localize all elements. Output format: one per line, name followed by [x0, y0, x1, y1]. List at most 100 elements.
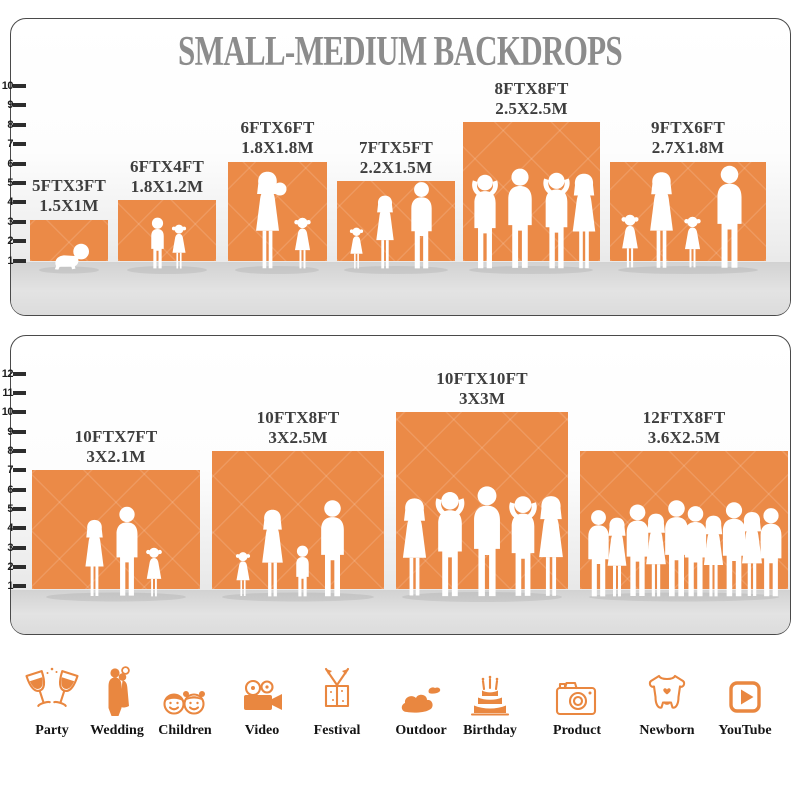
ruler-number: 7: [7, 138, 13, 150]
children-icon: [142, 662, 228, 720]
ruler-mark: 9: [0, 426, 26, 438]
ruler-tick: [13, 200, 26, 204]
people-silhouette: [618, 165, 758, 274]
ruler-number: 4: [7, 196, 13, 208]
video-icon: [219, 662, 305, 720]
ruler-tick: [13, 103, 26, 107]
ruler-tick: [13, 259, 26, 263]
category-children: Children: [142, 662, 228, 739]
ruler-tick: [13, 239, 26, 243]
ruler-number: 9: [7, 99, 13, 111]
ruler-tick: [13, 391, 26, 395]
ruler-mark: 3: [0, 216, 26, 228]
birthday-icon: [447, 662, 533, 720]
category-product: Product: [534, 662, 620, 739]
backdrop-10ftx10ft: 10FTX10FT 3X3M: [396, 369, 568, 602]
ruler-tick: [13, 430, 26, 434]
category-label: Outdoor: [395, 723, 447, 738]
ruler-tick: [13, 162, 26, 166]
festival-icon: [294, 662, 380, 720]
ruler-number: 2: [7, 561, 13, 573]
ruler-mark: 1: [0, 255, 26, 267]
ruler-tick: [13, 507, 26, 511]
people-silhouette: [222, 500, 374, 602]
bottom-panel-floor: [11, 590, 790, 634]
people-silhouette: [588, 500, 782, 602]
backdrop-12ftx8ft: 12FTX8FT 3.6X2.5M: [580, 408, 788, 602]
ruler-number: 7: [7, 464, 13, 476]
ruler-mark: 2: [0, 561, 26, 573]
ruler-mark: 1: [0, 580, 26, 592]
wedding-icon: [74, 662, 160, 720]
ruler-mark: 10: [0, 80, 26, 92]
ruler-mark: 12: [0, 368, 26, 380]
ruler-number: 2: [7, 235, 13, 247]
backdrop-9ftx6ft: 9FTX6FT 2.7X1.8M: [610, 118, 766, 274]
backdrop-5ftx3ft: 5FTX3FT 1.5X1M: [30, 176, 108, 273]
ruler-mark: 8: [0, 445, 26, 457]
ruler-mark: 9: [0, 99, 26, 111]
backdrop-7ftx5ft: 7FTX5FT 2.2X1.5M: [337, 138, 455, 274]
ruler-tick: [13, 123, 26, 127]
ruler-mark: 8: [0, 119, 26, 131]
ruler-number: 4: [7, 522, 13, 534]
people-silhouette: [402, 486, 563, 602]
backdrop-size-label: 12FTX8FT 3.6X2.5M: [642, 407, 726, 447]
ruler-mark: 11: [0, 387, 26, 399]
backdrop-size-label: 5FTX3FT 1.5X1M: [31, 176, 107, 216]
ruler-tick: [13, 220, 26, 224]
ruler-number: 12: [1, 368, 14, 380]
people-silhouette: [39, 243, 99, 273]
people-silhouette: [344, 182, 448, 274]
ruler-number: 6: [7, 158, 13, 170]
ruler-tick: [13, 410, 26, 414]
backdrop-size-label: 10FTX10FT 3X3M: [436, 368, 528, 408]
category-label: Children: [158, 723, 212, 738]
backdrop-size-label: 9FTX6FT 2.7X1.8M: [650, 118, 726, 158]
category-label: Festival: [313, 723, 361, 738]
ruler-mark: 7: [0, 464, 26, 476]
backdrop-6ftx6ft: 6FTX6FT 1.8X1.8M: [228, 118, 327, 274]
ruler-number: 10: [1, 80, 14, 92]
category-party: Party: [9, 662, 95, 739]
ruler-tick: [13, 372, 26, 376]
category-label: Product: [553, 723, 601, 738]
newborn-icon: [624, 662, 710, 720]
people-silhouette: [469, 168, 596, 274]
ruler-mark: 5: [0, 177, 26, 189]
backdrop-6ftx4ft: 6FTX4FT 1.8X1.2M: [118, 157, 216, 274]
category-label: Wedding: [90, 723, 144, 738]
ruler-tick: [13, 584, 26, 588]
backdrop-10ftx8ft: 10FTX8FT 3X2.5M: [212, 408, 384, 602]
category-video: Video: [219, 662, 305, 739]
category-festival: Festival: [294, 662, 380, 739]
party-icon: [9, 662, 95, 720]
people-silhouette: [235, 171, 319, 274]
category-label: YouTube: [718, 723, 772, 738]
top-panel-floor: [11, 262, 790, 315]
people-silhouette: [127, 217, 207, 274]
ruler-mark: 4: [0, 196, 26, 208]
category-birthday: Birthday: [447, 662, 533, 739]
category-label: Video: [244, 723, 280, 738]
product-icon: [534, 662, 620, 720]
ruler-mark: 6: [0, 484, 26, 496]
backdrop-8ftx8ft: 8FTX8FT 2.5X2.5M: [463, 79, 600, 274]
ruler-mark: 6: [0, 158, 26, 170]
people-silhouette: [46, 506, 186, 602]
ruler-tick: [13, 468, 26, 472]
ruler-tick: [13, 181, 26, 185]
ruler-number: 11: [2, 387, 13, 399]
ruler-number: 10: [1, 406, 14, 418]
ruler-tick: [13, 142, 26, 146]
category-label: Birthday: [463, 723, 517, 738]
ruler-tick: [13, 449, 26, 453]
ruler-tick: [13, 546, 26, 550]
ruler-mark: 7: [0, 138, 26, 150]
backdrop-size-label: 10FTX8FT 3X2.5M: [256, 407, 340, 447]
category-label: Party: [35, 723, 69, 738]
ruler-number: 5: [7, 177, 13, 189]
category-newborn: Newborn: [624, 662, 710, 739]
ruler-mark: 5: [0, 503, 26, 515]
